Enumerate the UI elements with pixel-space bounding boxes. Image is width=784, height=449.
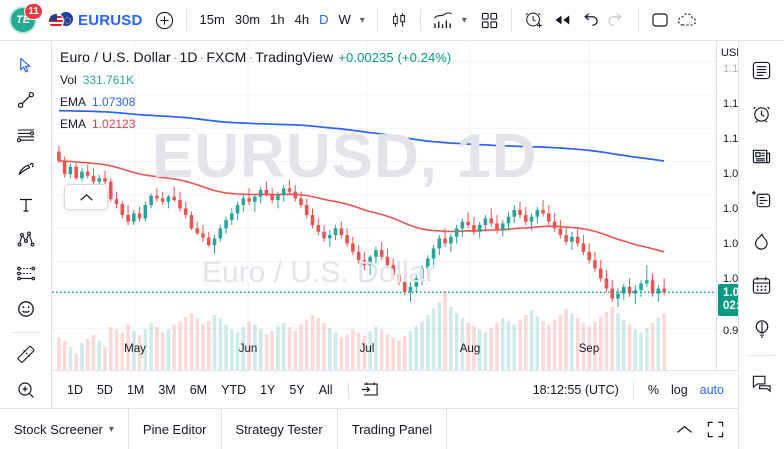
tab-strategy-tester[interactable]: Strategy Tester: [222, 408, 338, 449]
top-toolbar: TE 11 EURUSD 15m 30m 1h 4h D W ▾: [0, 0, 784, 41]
text-tool-icon[interactable]: [8, 188, 44, 221]
timeframe-chevron-down-icon[interactable]: ▾: [359, 14, 365, 26]
timeframe-w[interactable]: W: [338, 12, 351, 27]
us-flag-icon: [48, 13, 64, 29]
chart-hover-tooltip[interactable]: [64, 184, 108, 210]
tab-label: Strategy Tester: [235, 421, 323, 437]
range-1d[interactable]: 1D: [67, 382, 83, 397]
timeframe-d[interactable]: D: [319, 12, 329, 27]
right-sidebar: [738, 41, 784, 449]
templates-grid-icon[interactable]: [477, 6, 503, 34]
range-1m[interactable]: 1M: [126, 382, 145, 397]
timeframe-4h[interactable]: 4h: [294, 12, 310, 27]
replay-rewind-icon[interactable]: [548, 6, 576, 34]
timeframe-1h[interactable]: 1h: [270, 12, 285, 27]
calendar-icon[interactable]: [745, 266, 779, 304]
log-toggle[interactable]: log: [670, 382, 688, 397]
save-cloud-icon[interactable]: [673, 6, 701, 34]
range-5y[interactable]: 5Y: [289, 382, 305, 397]
cursor-tool-icon[interactable]: [8, 49, 44, 82]
bottom-tabs-bar: Stock Screener ▾ Pine Editor Strategy Te…: [0, 408, 738, 449]
alarm-clock-plus-icon[interactable]: [520, 6, 548, 34]
timeframe-15m[interactable]: 15m: [199, 12, 225, 27]
ideas-bulb-icon[interactable]: [745, 309, 779, 347]
notification-badge[interactable]: 11: [24, 3, 43, 20]
hotlist-flame-icon[interactable]: [745, 223, 779, 261]
symbol-flag-icon: [48, 11, 74, 29]
app-logo[interactable]: TE 11: [8, 3, 43, 37]
left-drawing-toolbar: [0, 41, 52, 408]
redo-icon[interactable]: [603, 6, 630, 34]
undo-icon[interactable]: [576, 6, 603, 34]
watchlist-icon[interactable]: [745, 51, 779, 89]
indicators-icon[interactable]: [429, 6, 458, 34]
time-tick: May: [124, 343, 146, 355]
alerts-alarm-icon[interactable]: [745, 94, 779, 132]
tab-stock-screener[interactable]: Stock Screener ▾: [0, 408, 129, 449]
percent-toggle[interactable]: %: [647, 382, 659, 397]
time-tick: Sep: [578, 343, 600, 355]
patterns-tool-icon[interactable]: [8, 223, 44, 256]
indicators-chevron-down-icon[interactable]: ▾: [461, 14, 467, 26]
zoom-tool-icon[interactable]: [8, 373, 44, 406]
horizontal-lines-tool-icon[interactable]: [8, 119, 44, 152]
time-tick: Jul: [359, 343, 375, 355]
range-ytd[interactable]: YTD: [221, 382, 247, 397]
chart-plot: [52, 41, 738, 378]
tab-label: Stock Screener: [14, 421, 103, 437]
symbol-name[interactable]: EURUSD: [78, 11, 143, 29]
chevron-down-icon[interactable]: ▾: [108, 423, 114, 435]
news-icon[interactable]: [745, 137, 779, 175]
chart-clock[interactable]: 18:12:55 (UTC): [532, 382, 619, 397]
tab-pine-editor[interactable]: Pine Editor: [129, 408, 222, 449]
trend-line-tool-icon[interactable]: [8, 84, 44, 117]
chat-icon[interactable]: [745, 364, 779, 402]
timeframe-30m[interactable]: 30m: [234, 12, 261, 27]
auto-toggle[interactable]: auto: [699, 382, 724, 397]
range-1y[interactable]: 1Y: [260, 382, 276, 397]
data-window-icon[interactable]: [745, 180, 779, 218]
range-5d[interactable]: 5D: [96, 382, 113, 397]
time-tick: Aug: [459, 343, 481, 355]
time-scale[interactable]: May Jun Jul Aug Sep: [52, 337, 738, 363]
fib-tool-icon[interactable]: [8, 258, 44, 291]
emoji-tool-icon[interactable]: [8, 293, 44, 326]
range-toolbar: 1D 5D 1M 3M 6M YTD 1Y 5Y All 18:12:55 (U…: [52, 370, 738, 408]
range-all[interactable]: All: [318, 382, 333, 397]
time-tick: Jun: [238, 343, 258, 355]
chart-type-candlestick-icon[interactable]: [386, 6, 412, 34]
goto-date-icon[interactable]: [357, 376, 384, 404]
tab-trading-panel[interactable]: Trading Panel: [338, 408, 448, 449]
chevron-up-icon[interactable]: [676, 424, 693, 435]
brush-tool-icon[interactable]: [8, 153, 44, 186]
add-symbol-button[interactable]: [151, 6, 178, 34]
range-3m[interactable]: 3M: [158, 382, 176, 397]
range-6m[interactable]: 6M: [189, 382, 208, 397]
fullscreen-icon[interactable]: [707, 421, 724, 438]
measure-tool-icon[interactable]: [8, 338, 44, 371]
tab-label: Trading Panel: [351, 421, 433, 437]
tab-label: Pine Editor: [142, 421, 207, 437]
layout-square-icon[interactable]: [647, 6, 673, 34]
